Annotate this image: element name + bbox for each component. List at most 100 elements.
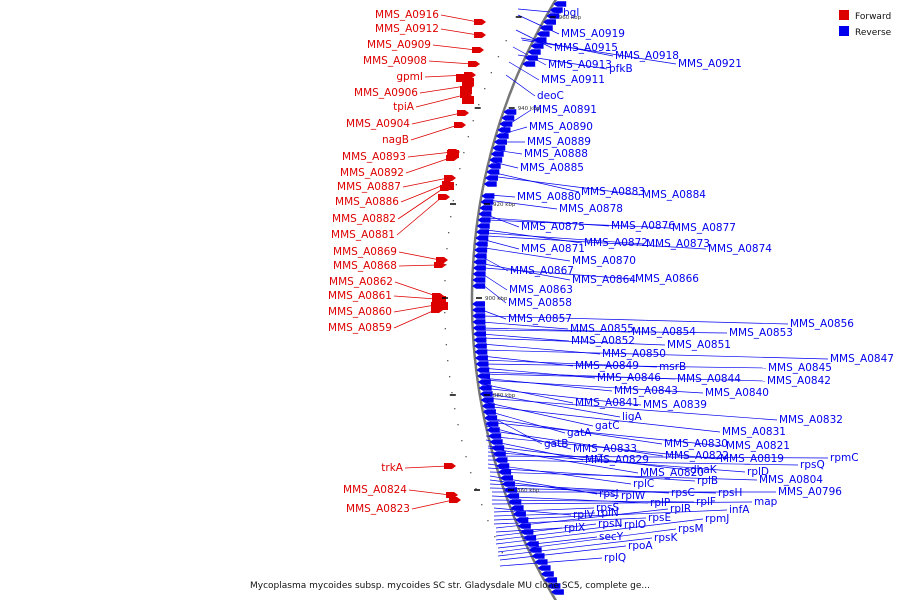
tick-label: 900 kbp <box>485 296 508 302</box>
reverse-gene-mark <box>528 547 542 553</box>
reverse-gene-leader <box>483 257 509 272</box>
reverse-gene-mark <box>486 427 500 433</box>
reverse-gene-mark <box>475 361 489 367</box>
backbone-dot <box>461 440 463 442</box>
reverse-gene-mark <box>474 247 488 253</box>
reverse-gene-mark <box>534 559 548 565</box>
reverse-gene-mark <box>544 577 558 583</box>
reverse-gene-label: rpsQ <box>800 459 825 471</box>
reverse-gene-leader <box>483 274 508 291</box>
reverse-gene-mark <box>473 253 487 259</box>
reverse-gene-leader <box>481 315 789 325</box>
reverse-gene-mark <box>480 397 494 403</box>
reverse-gene-mark <box>489 157 503 163</box>
reverse-gene-mark <box>533 37 547 43</box>
reverse-gene-label: deoC <box>537 90 564 102</box>
forward-gene-label: MMS_A0823 <box>346 503 410 515</box>
reverse-gene-label: MMS_A0832 <box>779 414 843 426</box>
reverse-gene-label: MMS_A0830 <box>664 438 728 450</box>
reverse-gene-label: pfkB <box>609 63 633 75</box>
reverse-gene-label: MMS_A0889 <box>527 136 591 148</box>
reverse-gene-label: MMS_A0875 <box>521 221 585 233</box>
forward-gene-label: MMS_A0868 <box>333 260 397 272</box>
reverse-gene-label: MMS_A0851 <box>667 339 731 351</box>
reverse-gene-mark <box>474 349 488 355</box>
reverse-gene-leader <box>485 429 664 457</box>
forward-gene-label: MMS_A0906 <box>354 87 418 99</box>
reverse-gene-mark <box>523 535 537 541</box>
reverse-gene-leader <box>521 39 677 65</box>
reverse-gene-label: MMS_A0911 <box>541 74 605 86</box>
reverse-gene-leader <box>483 397 778 421</box>
forward-gene-label: MMS_A0893 <box>342 151 406 163</box>
legend-reverse-label: Reverse <box>855 28 892 38</box>
forward-gene-label: MMS_A0824 <box>343 484 407 496</box>
reverse-gene-mark <box>542 19 556 25</box>
legend-forward-label: Forward <box>855 12 891 22</box>
backbone-dot <box>447 360 449 362</box>
forward-gene-leader <box>404 465 449 469</box>
reverse-gene-leader <box>483 409 566 434</box>
backbone-dot <box>478 104 480 106</box>
reverse-gene-leader <box>481 387 642 406</box>
reverse-gene-label: ligA <box>622 411 642 423</box>
reverse-gene-mark <box>492 451 506 457</box>
backbone-dot <box>472 120 474 122</box>
reverse-gene-label: MMS_A0863 <box>509 284 573 296</box>
reverse-gene-label: MMS_A0864 <box>572 274 636 286</box>
forward-gene-label: tpiA <box>393 101 415 113</box>
reverse-gene-mark <box>496 463 510 469</box>
backbone-dot <box>445 344 447 346</box>
reverse-gene-mark <box>477 379 491 385</box>
reverse-gene-label: rpsK <box>654 532 678 544</box>
forward-gene-mark <box>449 497 461 503</box>
forward-gene-mark <box>454 122 466 128</box>
forward-gene-block <box>462 96 474 104</box>
reverse-gene-label: rpoA <box>628 540 653 552</box>
reverse-gene-label: MMS_A0918 <box>615 50 679 62</box>
backbone-dot <box>451 392 453 394</box>
reverse-gene-label: rplX <box>564 522 585 534</box>
reverse-gene-leader <box>489 471 758 481</box>
reverse-gene-mark <box>481 403 495 409</box>
reverse-gene-leader <box>493 517 647 525</box>
forward-gene-label: MMS_A0859 <box>328 322 392 334</box>
reverse-gene-mark <box>473 343 487 349</box>
reverse-gene-mark <box>473 337 487 343</box>
backbone-dot <box>484 88 486 90</box>
reverse-gene-label: MMS_A0870 <box>572 255 636 267</box>
reverse-gene-leader <box>487 455 829 459</box>
reverse-gene-mark <box>472 265 486 271</box>
reverse-gene-mark <box>472 301 486 307</box>
reverse-gene-mark <box>489 439 503 445</box>
forward-gene-label: MMS_A0881 <box>331 229 395 241</box>
forward-gene-block <box>434 296 446 304</box>
legend: Forward Reverse <box>839 10 892 38</box>
forward-gene-leader <box>428 60 473 65</box>
backbone-dot <box>448 232 450 234</box>
reverse-gene-mark <box>474 241 488 247</box>
reverse-gene-leader <box>483 267 634 280</box>
reverse-gene-label: MMS_A0822 <box>665 450 729 462</box>
reverse-gene-leader <box>499 545 627 561</box>
reverse-gene-label: MMS_A0853 <box>729 327 793 339</box>
forward-gene-leader <box>402 177 449 188</box>
reverse-gene-label: gatC <box>595 420 620 432</box>
reverse-gene-leader <box>483 263 571 281</box>
forward-gene-block <box>447 150 459 158</box>
reverse-gene-mark <box>522 61 536 67</box>
forward-gene-leader <box>411 499 454 510</box>
reverse-gene-mark <box>477 217 491 223</box>
reverse-gene-label: rpmC <box>830 452 859 464</box>
reverse-gene-leader <box>486 232 645 245</box>
reverse-gene-label: MMS_A0874 <box>708 243 772 255</box>
reverse-gene-mark <box>481 193 495 199</box>
reverse-gene-leader <box>481 379 704 394</box>
forward-gene-leader <box>440 28 479 36</box>
forward-gene-label: MMS_A0908 <box>363 55 427 67</box>
reverse-gene-label: MMS_A0857 <box>508 313 572 325</box>
reverse-gene-mark <box>524 55 538 61</box>
reverse-gene-mark <box>520 529 534 535</box>
backbone-dot <box>501 552 503 554</box>
reverse-gene-label: dhaK <box>690 464 718 476</box>
